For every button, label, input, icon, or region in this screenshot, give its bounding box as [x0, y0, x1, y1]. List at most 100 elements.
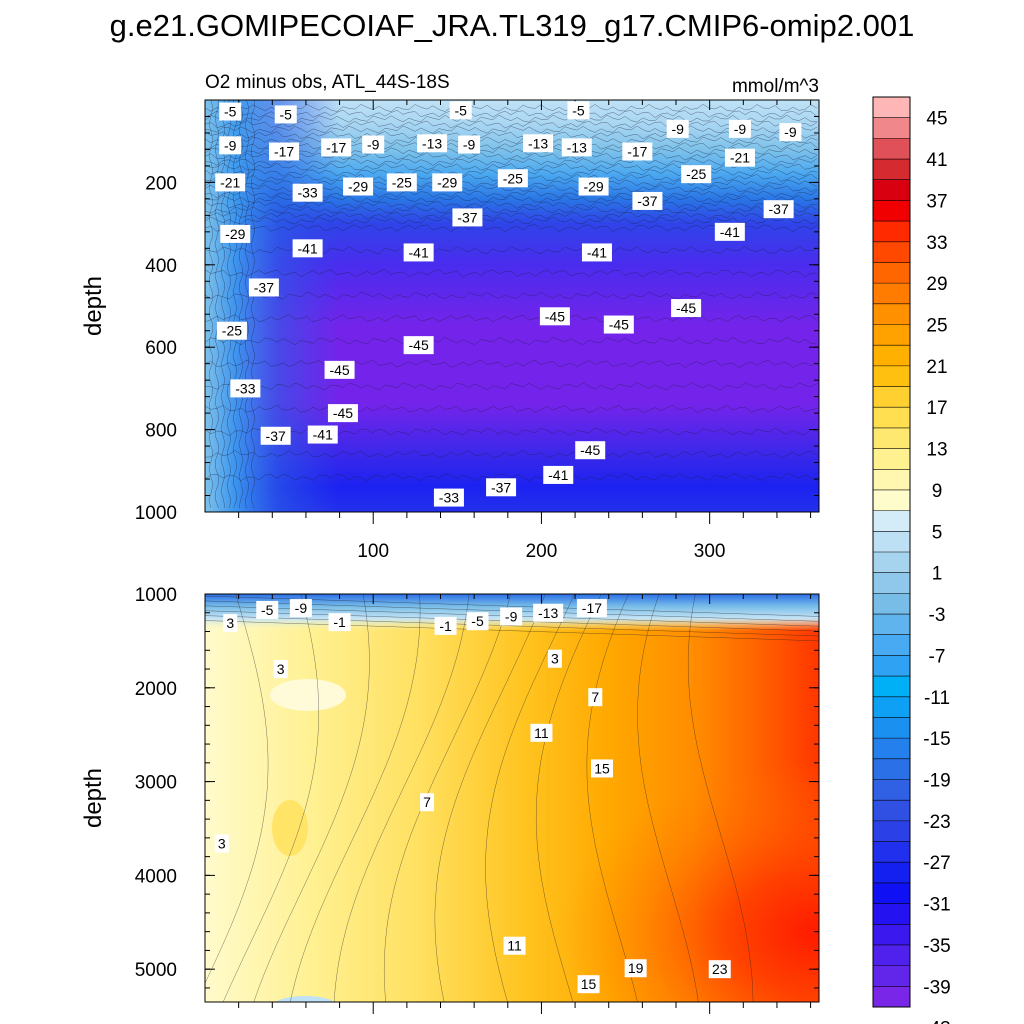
contour-label: -41	[403, 243, 434, 262]
contour-label: -5	[567, 101, 590, 120]
colorbar-swatch	[873, 407, 910, 429]
contour-label-text: -5	[572, 102, 585, 118]
xtick-label: 100	[357, 541, 389, 562]
contour-label-box	[321, 138, 352, 157]
contour-label-text: 15	[581, 976, 597, 992]
contour-label: 23	[708, 960, 731, 979]
contour-label: -9	[458, 135, 481, 154]
upper-subtitle-right: mmol/m^3	[732, 76, 819, 97]
colorbar-swatch	[873, 200, 910, 222]
contour-label: -21	[215, 173, 246, 192]
contour-label-box	[289, 599, 312, 618]
colorbar-frame	[872, 96, 911, 1008]
contour-label-text: -13	[422, 135, 442, 151]
contour-label-text: -41	[548, 467, 568, 483]
isoline	[290, 594, 421, 1002]
contour-label: -5	[449, 101, 472, 120]
isoline-west	[220, 100, 226, 509]
contour-label-text: -17	[274, 144, 294, 160]
isoline	[205, 473, 818, 482]
contour-label-box	[581, 243, 612, 262]
xtick-label: 300	[694, 541, 726, 562]
lower-contour-labels: 3 -5 -9 -1 -1 -5 -9 -13 -17 3 3 7 11 15 7 3 11 19 23 15	[214, 599, 731, 994]
contour-label: -33	[292, 183, 323, 202]
isoline	[205, 211, 818, 220]
colorbar-label: 45	[926, 109, 947, 130]
colorbar-swatch	[873, 469, 910, 491]
isoline	[205, 205, 818, 214]
colorbar-label: -31	[923, 895, 950, 916]
contour-label-text: -13	[538, 605, 558, 621]
lower-axes: 1000 2000 3000 4000 5000	[135, 585, 819, 1014]
isoline-west	[208, 100, 214, 509]
contour-label-box	[577, 975, 600, 994]
isoline	[485, 594, 575, 1002]
isoline	[205, 103, 818, 112]
contour-label: 11	[530, 723, 553, 742]
contour-label: -33	[230, 379, 261, 398]
colorbar-swatch	[873, 924, 910, 946]
contour-label-box	[307, 425, 338, 444]
contour-label-box	[219, 136, 242, 155]
isoline	[205, 109, 818, 118]
contour-label-text: -9	[734, 121, 747, 137]
contour-label-box	[724, 148, 755, 167]
contour-label: -37	[486, 478, 517, 497]
lower-bottom-bubble	[275, 996, 335, 1002]
contour-label: -37	[260, 426, 291, 445]
isoline	[687, 594, 754, 1002]
upper-ylabel: depth	[80, 276, 107, 336]
contour-label-text: -17	[326, 139, 346, 155]
contour-label-text: 3	[277, 661, 285, 677]
contour-label-box	[362, 135, 385, 154]
isoline	[205, 201, 818, 209]
isoline	[205, 404, 818, 413]
contour-label-text: -21	[220, 174, 240, 190]
contour-label: -45	[671, 299, 702, 318]
contour-label-box	[215, 173, 246, 192]
contour-label: -1	[434, 616, 457, 635]
contour-label: -25	[681, 165, 712, 184]
figure-title: g.e21.GOMIPECOIAF_JRA.TL319_g17.CMIP6-om…	[110, 8, 915, 43]
colorbar-swatch	[873, 986, 910, 1008]
contour-label-box	[274, 105, 297, 124]
isoline-west	[226, 100, 232, 509]
contour-label-text: -37	[457, 209, 477, 225]
colorbar-swatch	[873, 779, 910, 801]
contour-label-box	[324, 360, 355, 379]
colorbar-label: -43	[923, 1019, 950, 1024]
contour-label-text: -13	[567, 139, 587, 155]
contour-label: -37	[248, 278, 279, 297]
contour-label: -45	[539, 307, 570, 326]
contour-label: -29	[343, 177, 374, 196]
colorbar-swatch	[873, 903, 910, 925]
contour-label-text: -25	[392, 174, 412, 190]
contour-label-text: 15	[594, 760, 610, 776]
contour-label-box	[567, 101, 590, 120]
contour-label-text: -37	[491, 479, 511, 495]
contour-label-box	[328, 613, 351, 632]
contour-label-text: -29	[348, 179, 368, 195]
contour-label: -25	[216, 321, 247, 340]
contour-label: 7	[588, 688, 603, 707]
ytick-label: 1000	[135, 503, 177, 524]
contour-label-box	[216, 321, 247, 340]
isoline	[205, 136, 818, 145]
colorbar-label: 41	[926, 150, 947, 171]
colorbar-label: 29	[926, 274, 947, 295]
colorbar-label: -35	[923, 936, 950, 957]
contour-label-text: -5	[224, 104, 237, 120]
ytick-label: 3000	[135, 773, 177, 794]
isoline	[205, 114, 818, 123]
isoline	[205, 269, 818, 278]
contour-label-box	[343, 177, 374, 196]
colorbar-swatch	[873, 862, 910, 884]
contour-label-text: -1	[439, 618, 452, 634]
upper-isolines	[205, 100, 818, 509]
lower-high-bubble	[272, 800, 308, 856]
lower-field	[205, 594, 819, 1002]
ytick-label: 4000	[135, 866, 177, 887]
colorbar-swatch	[873, 283, 910, 305]
contour-label-text: -13	[528, 135, 548, 151]
contour-label-box	[632, 191, 663, 210]
